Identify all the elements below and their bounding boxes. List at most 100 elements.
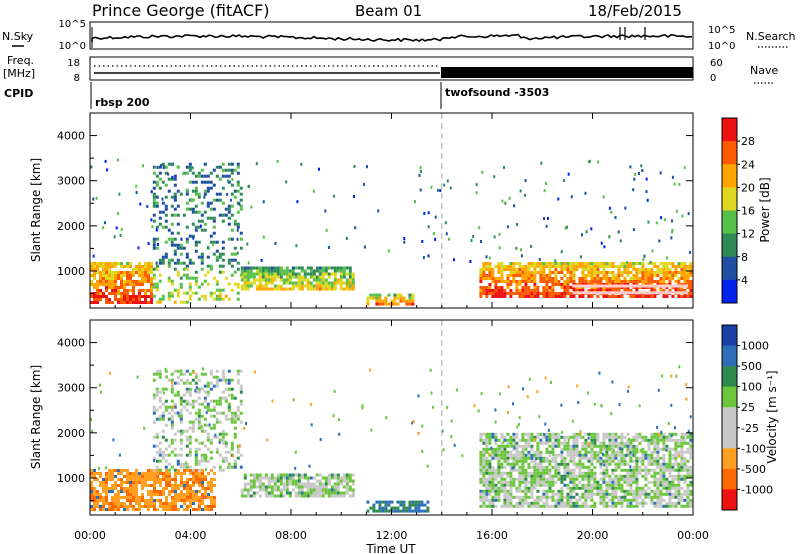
echo-cell [482, 468, 486, 472]
echo-cell [518, 501, 522, 505]
echo-cell [161, 429, 165, 433]
echo-cell [333, 491, 337, 495]
echo-cell [195, 386, 198, 390]
echo-cell [306, 482, 310, 486]
echo-cell [521, 271, 525, 274]
echo-cell [479, 295, 483, 298]
echo-cell [653, 462, 657, 466]
echo-cell [527, 465, 531, 469]
echo-cell [170, 417, 174, 421]
echo-cell [533, 450, 537, 454]
echo-cell [524, 179, 527, 183]
echo-cell [432, 232, 435, 236]
echo-cell [176, 291, 180, 295]
echo-cell [581, 274, 585, 277]
echo-cell [650, 441, 654, 445]
echo-cell [282, 476, 286, 480]
echo-cell [640, 164, 643, 168]
echo-cell [602, 495, 606, 499]
echo-cell [626, 492, 630, 496]
echo-cell [117, 212, 120, 216]
echo-cell [596, 432, 600, 436]
echo-cell [647, 280, 651, 283]
echo-cell [201, 472, 204, 475]
echo-cell [653, 262, 657, 265]
echo-cell [611, 283, 615, 286]
echo-cell [227, 381, 231, 385]
echo-cell [623, 277, 627, 280]
echo-cell [680, 441, 684, 445]
echo-cell [533, 501, 537, 505]
echo-cell [218, 468, 222, 472]
echo-cell [239, 387, 243, 391]
echo-cell [530, 292, 534, 295]
echo-cell [497, 268, 501, 271]
echo-cell [200, 429, 204, 433]
echo-cell [372, 293, 376, 297]
echo-cell [566, 444, 570, 448]
echo-cell [288, 473, 292, 477]
echo-cell [551, 292, 555, 295]
echo-cell [617, 230, 620, 234]
nsky-label: N.Sky [2, 30, 34, 43]
echo-cell [117, 289, 120, 292]
echo-cell [203, 279, 207, 283]
echo-cell [560, 286, 564, 289]
echo-cell [536, 271, 540, 274]
echo-cell [638, 262, 642, 265]
echo-cell [150, 289, 153, 292]
echo-cell [408, 296, 412, 300]
echo-cell [665, 468, 669, 472]
echo-cell [420, 503, 424, 507]
echo-cell [300, 482, 304, 486]
echo-cell [200, 425, 203, 428]
echo-cell [93, 496, 96, 499]
echo-cell [194, 456, 198, 460]
echo-cell [161, 201, 165, 205]
echo-cell [638, 432, 642, 436]
echo-cell [155, 300, 159, 304]
echo-cell [206, 408, 210, 412]
echo-cell [617, 268, 621, 271]
echo-cell [620, 447, 624, 451]
echo-cell [324, 479, 328, 483]
echo-cell [161, 261, 165, 265]
echo-cell [503, 489, 507, 493]
echo-cell [102, 496, 105, 499]
echo-cell [227, 393, 231, 397]
echo-cell [560, 474, 564, 478]
echo-cell [188, 411, 192, 415]
echo-cell [282, 272, 286, 276]
echo-cell [300, 162, 303, 166]
echo-cell [602, 441, 606, 445]
echo-cell [572, 295, 576, 298]
echo-cell [491, 495, 495, 499]
echo-cell [686, 280, 690, 283]
echo-cell [665, 480, 669, 484]
echo-cell [524, 268, 528, 271]
echo-cell [381, 500, 385, 504]
echo-cell [408, 302, 412, 306]
echo-cell [671, 295, 675, 298]
colorbar-frame [721, 324, 738, 511]
colorbar-tick-label: 24 [741, 158, 755, 171]
echo-cell [126, 490, 129, 493]
echo-cell [665, 435, 669, 439]
echo-cell [150, 484, 153, 487]
echo-cell [647, 456, 651, 460]
echo-cell [668, 271, 672, 274]
echo-cell [593, 501, 597, 505]
echo-cell [152, 435, 156, 439]
echo-cell [179, 192, 183, 196]
echo-cell [141, 274, 144, 277]
echo-cell [632, 477, 636, 481]
echo-cell [518, 450, 522, 454]
echo-cell [198, 496, 201, 499]
echo-cell [191, 405, 195, 409]
echo-cell [623, 495, 627, 499]
echo-cell [596, 271, 600, 274]
echo-cell [647, 262, 651, 265]
echo-cell [554, 492, 558, 496]
echo-cell [273, 287, 277, 291]
echo-cell [108, 371, 111, 375]
